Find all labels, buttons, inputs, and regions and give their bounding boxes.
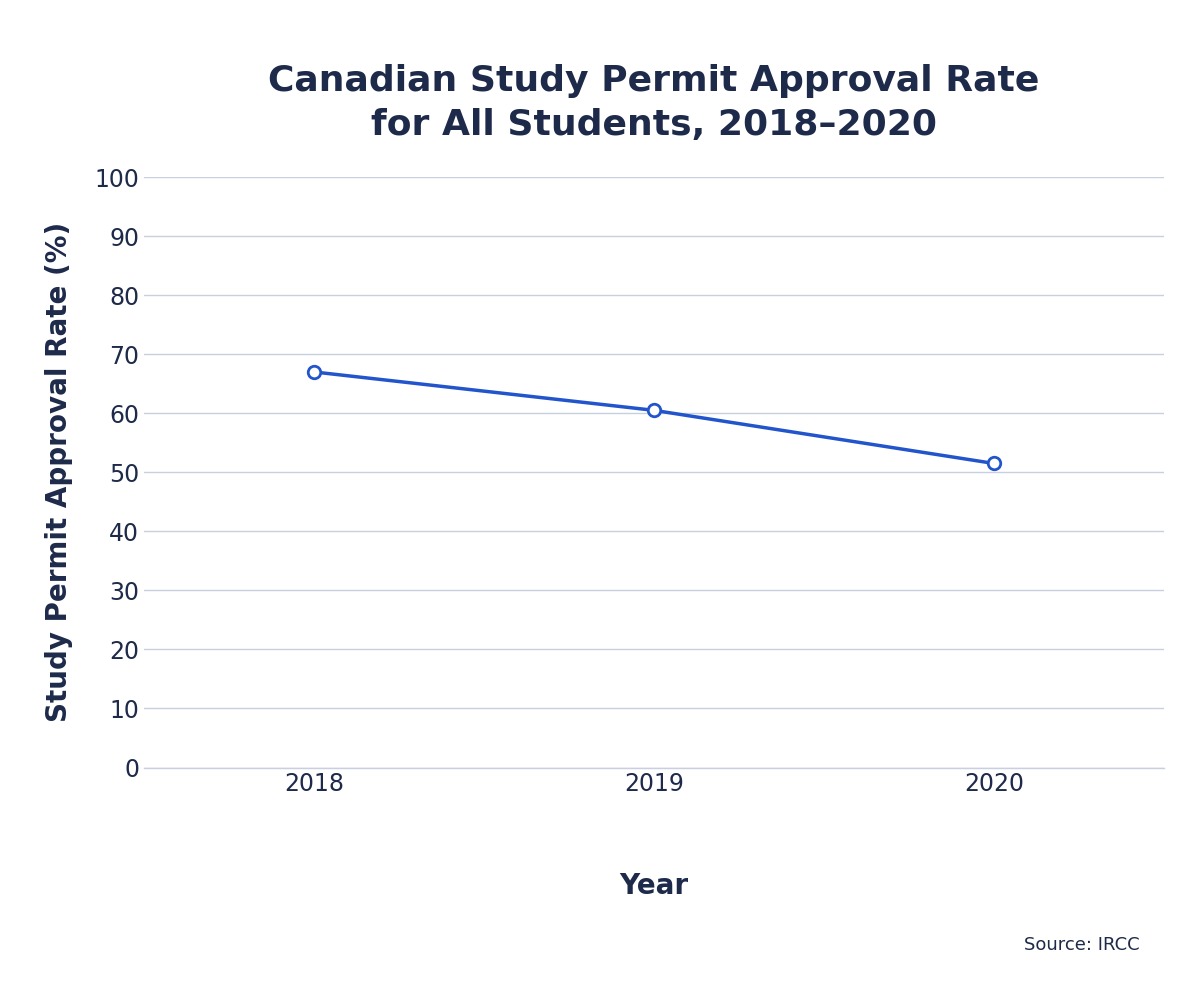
- Title: Canadian Study Permit Approval Rate
for All Students, 2018–2020: Canadian Study Permit Approval Rate for …: [269, 64, 1039, 143]
- Y-axis label: Study Permit Approval Rate (%): Study Permit Approval Rate (%): [46, 222, 73, 722]
- Text: Source: IRCC: Source: IRCC: [1025, 937, 1140, 954]
- Text: Year: Year: [619, 872, 689, 899]
